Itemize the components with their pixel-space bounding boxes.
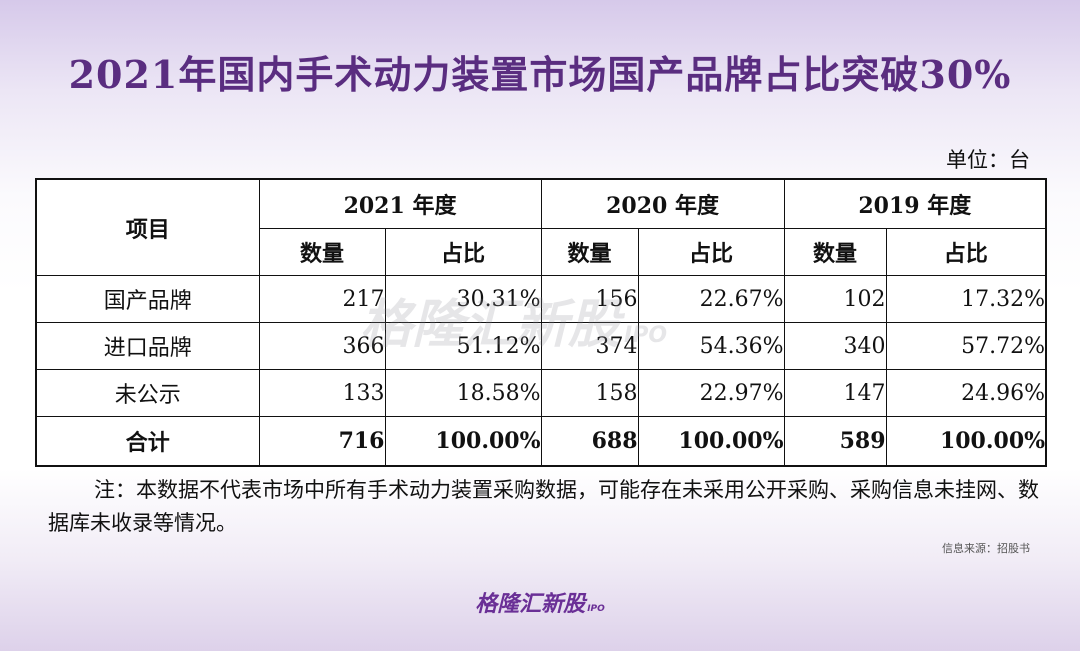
header-year-2020: 2020 年度 <box>540 178 785 229</box>
footnote: 注：本数据不代表市场中所有手术动力装置采购数据，可能存在未采用公开采购、采购信息… <box>48 478 1039 535</box>
cell-share: 18.58% <box>384 369 542 417</box>
cell-quantity: 156 <box>540 275 639 323</box>
logo-text: 格隆汇新股 <box>475 592 586 617</box>
cell-quantity: 688 <box>540 416 639 467</box>
subheader-share: 占比 <box>637 228 785 276</box>
cell-share: 100.00% <box>384 416 542 467</box>
table-header-row: 项目 2021 年度 2020 年度 2019 年度 <box>35 178 1047 276</box>
table-row: 进口品牌 366 51.12% 374 54.36% 340 57.72% <box>35 322 1047 370</box>
logo-ipo: IPO <box>587 604 605 614</box>
row-label: 进口品牌 <box>35 322 260 370</box>
subheader-quantity: 数量 <box>783 228 887 276</box>
subheader-share: 占比 <box>885 228 1047 276</box>
cell-share: 100.00% <box>885 416 1047 467</box>
cell-quantity: 374 <box>540 322 639 370</box>
cell-share: 51.12% <box>384 322 542 370</box>
cell-quantity: 147 <box>783 369 887 417</box>
cell-quantity: 158 <box>540 369 639 417</box>
cell-share: 24.96% <box>885 369 1047 417</box>
header-year-2021: 2021 年度 <box>258 178 542 229</box>
table-row: 国产品牌 217 30.31% 156 22.67% 102 17.32% <box>35 275 1047 323</box>
cell-quantity: 589 <box>783 416 887 467</box>
cell-quantity: 340 <box>783 322 887 370</box>
cell-quantity: 716 <box>258 416 386 467</box>
subheader-share: 占比 <box>384 228 542 276</box>
page-title: 2021年国内手术动力装置市场国产品牌占比突破30% <box>68 52 1012 97</box>
source-label: 信息来源：招股书 <box>942 542 1030 555</box>
unit-label: 单位：台 <box>946 148 1030 172</box>
cell-share: 100.00% <box>637 416 785 467</box>
cell-quantity: 133 <box>258 369 386 417</box>
header-item: 项目 <box>35 178 260 276</box>
table-total-row: 合计 716 100.00% 688 100.00% 589 100.00% <box>35 416 1047 467</box>
row-label: 未公示 <box>35 369 260 417</box>
cell-share: 30.31% <box>384 275 542 323</box>
cell-share: 22.67% <box>637 275 785 323</box>
data-table: 项目 2021 年度 2020 年度 2019 年度 数量 占比 数量 占比 数… <box>35 178 1048 467</box>
cell-share: 22.97% <box>637 369 785 417</box>
cell-quantity: 102 <box>783 275 887 323</box>
cell-quantity: 366 <box>258 322 386 370</box>
header-year-2019: 2019 年度 <box>783 178 1047 229</box>
brand-logo: 格隆汇新股 IPO <box>0 586 1080 618</box>
cell-share: 54.36% <box>637 322 785 370</box>
cell-quantity: 217 <box>258 275 386 323</box>
subheader-quantity: 数量 <box>540 228 639 276</box>
table-row: 未公示 133 18.58% 158 22.97% 147 24.96% <box>35 369 1047 417</box>
row-label: 国产品牌 <box>35 275 260 323</box>
cell-share: 57.72% <box>885 322 1047 370</box>
row-label: 合计 <box>35 416 260 467</box>
cell-share: 17.32% <box>885 275 1047 323</box>
table-body: 国产品牌 217 30.31% 156 22.67% 102 17.32% 进口品牌 366 51… <box>35 275 1047 467</box>
subheader-quantity: 数量 <box>258 228 386 276</box>
